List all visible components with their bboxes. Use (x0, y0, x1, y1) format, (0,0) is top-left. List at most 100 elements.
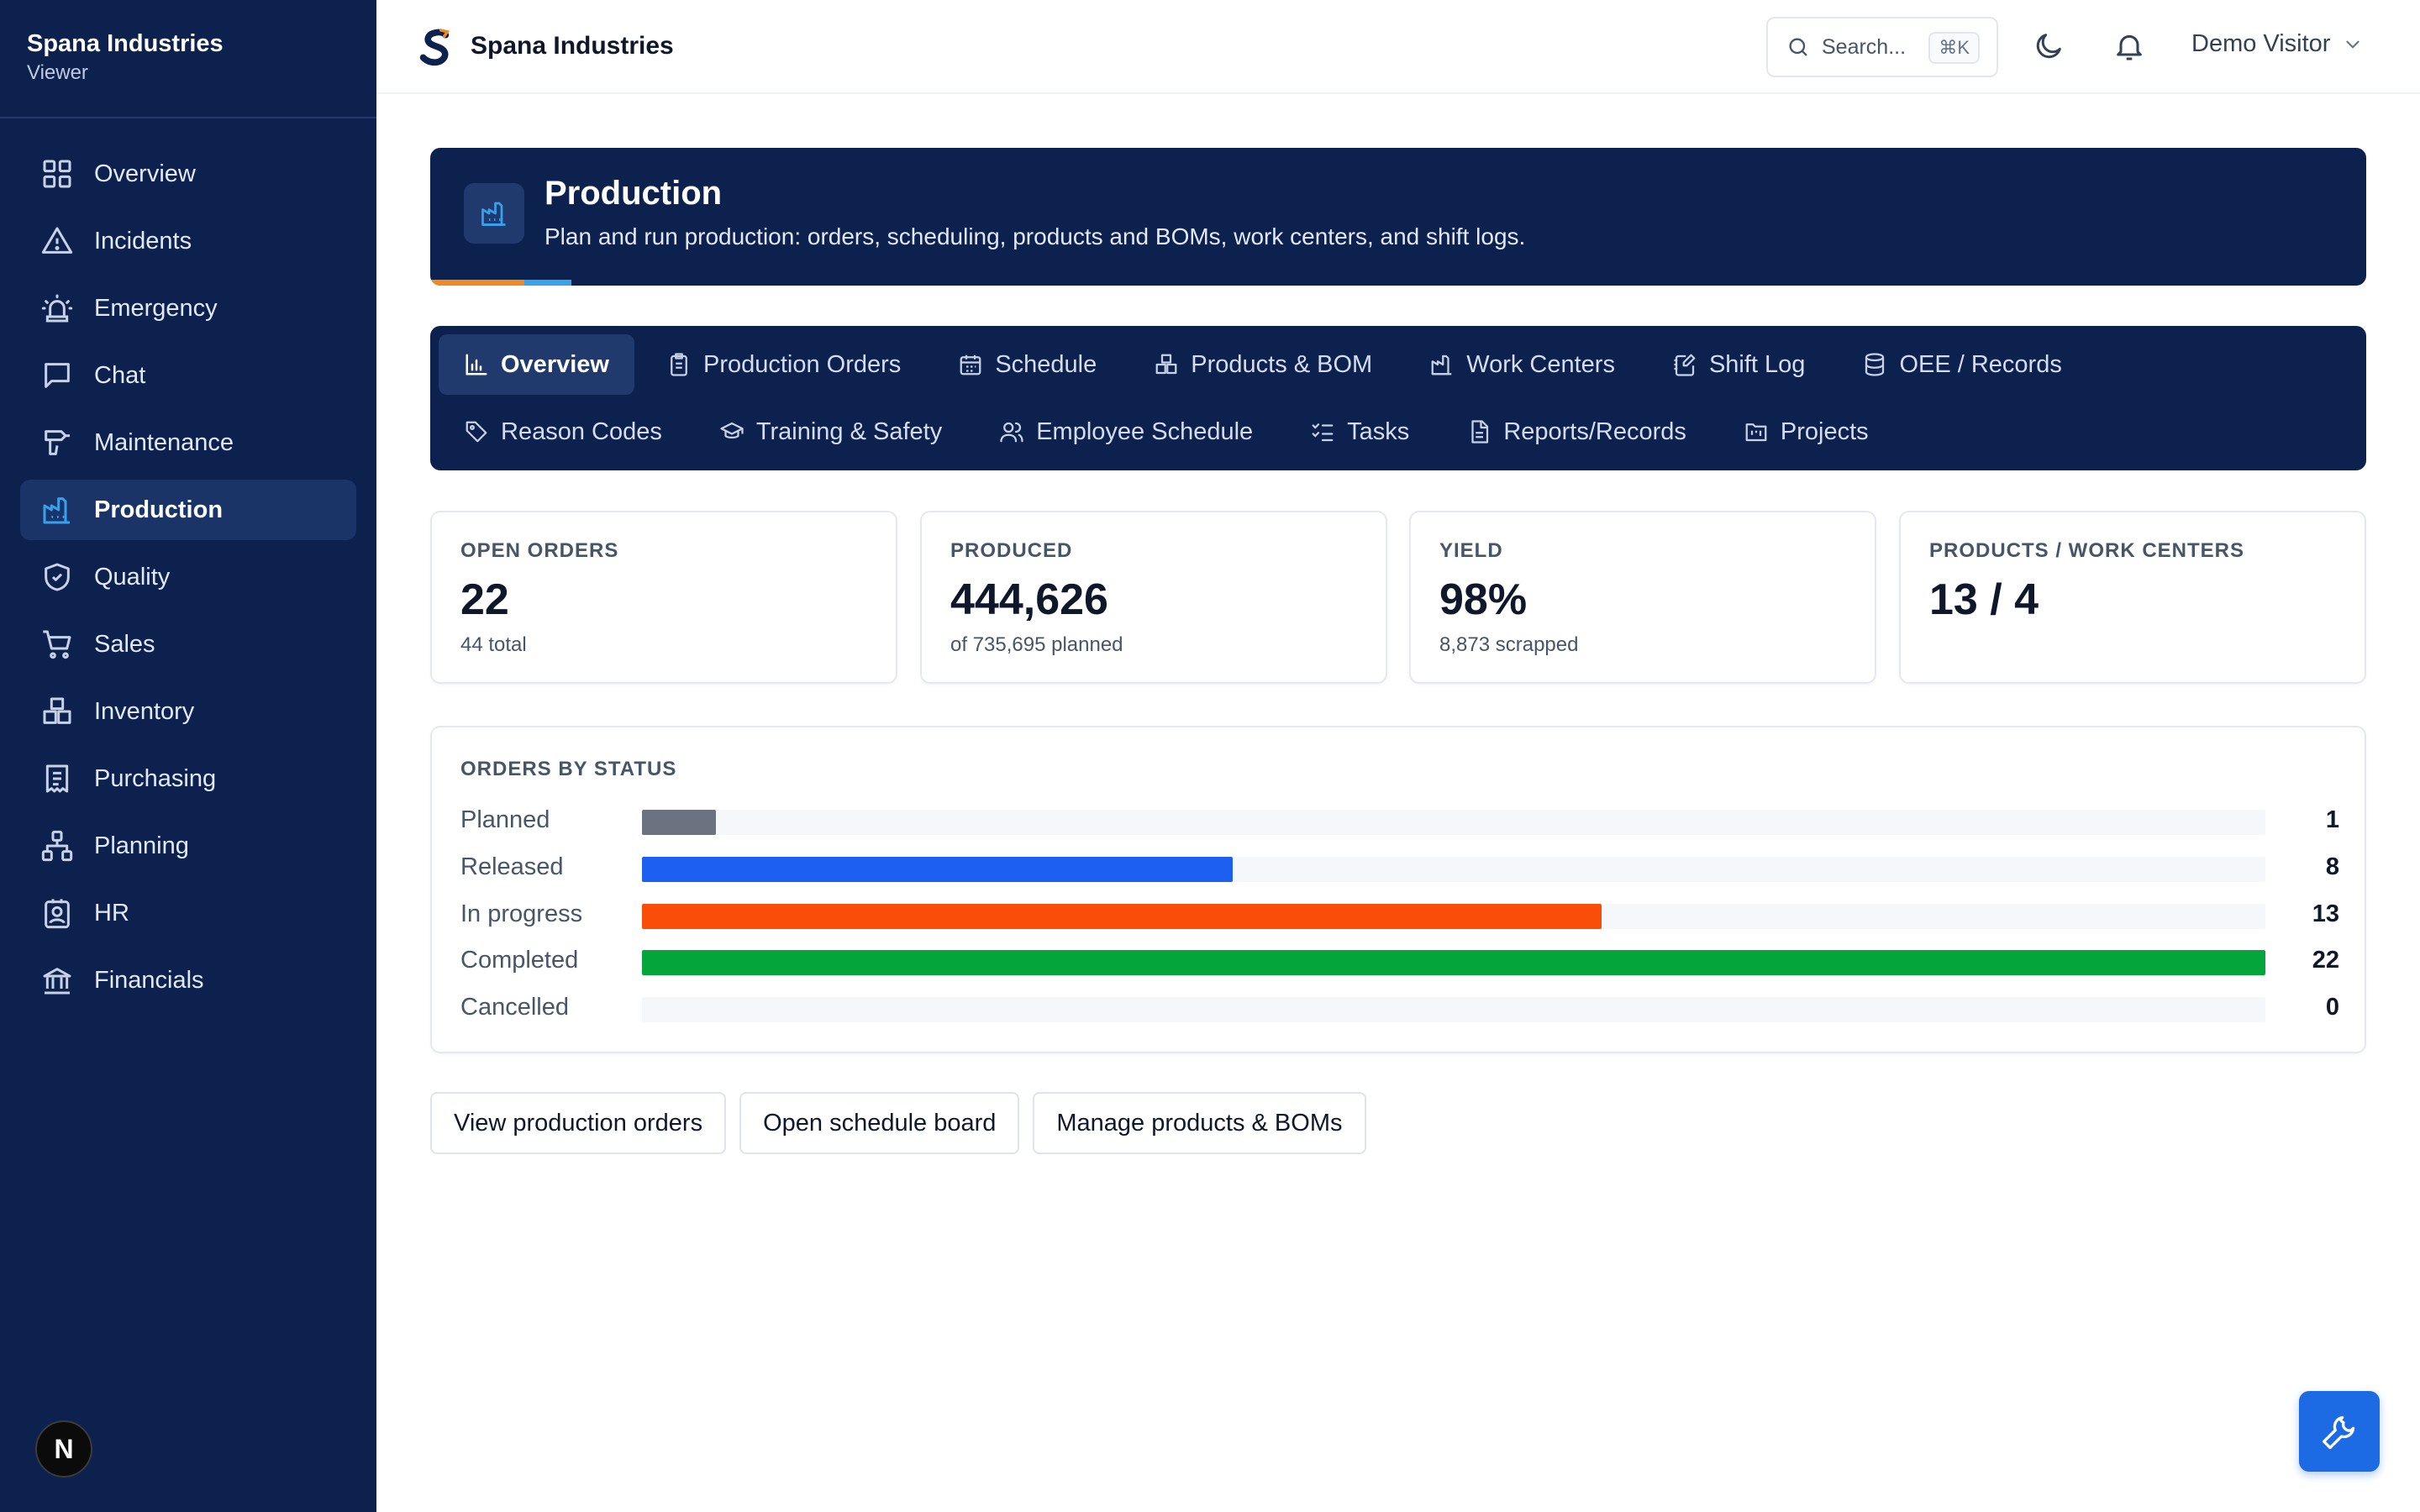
drill-icon (45, 430, 70, 455)
status-row-released: Released 8 (460, 852, 2339, 885)
sidebar-item-incidents[interactable]: Incidents (20, 211, 356, 271)
stat-sub: 44 total (460, 633, 527, 656)
status-count: 1 (2325, 806, 2339, 833)
tab-training-safety[interactable]: Training & Safety (694, 402, 967, 462)
bar-chart-icon (466, 354, 487, 375)
status-count: 0 (2325, 994, 2339, 1021)
tab-employee-schedule[interactable]: Employee Schedule (974, 402, 1278, 462)
production-tabs: Overview Production Orders Schedule Prod… (430, 326, 2366, 470)
status-bar-fill (642, 810, 716, 835)
topbar: Spana Industries Search... ⌘K Demo Visit… (376, 0, 2420, 94)
tab-products-bom[interactable]: Products & BOM (1128, 334, 1397, 395)
tab-reason-codes[interactable]: Reason Codes (439, 402, 687, 462)
search-input[interactable]: Search... ⌘K (1766, 17, 1998, 77)
sidebar-item-label: Financials (94, 966, 204, 994)
sidebar-item-label: Production (94, 496, 224, 523)
status-bar-track (642, 857, 2265, 882)
stat-card-products-work-centers: PRODUCTS / WORK CENTERS 13 / 4 (1899, 511, 2366, 684)
status-row-cancelled: Cancelled 0 (460, 992, 2339, 1026)
calendar-icon (960, 354, 981, 375)
status-bar-fill (642, 904, 1602, 929)
tab-shift-log[interactable]: Shift Log (1647, 334, 1830, 395)
status-bar-track (642, 904, 2265, 929)
tab-label: Training & Safety (755, 417, 943, 445)
tools-fab-button[interactable] (2299, 1391, 2380, 1472)
bell-icon[interactable] (2112, 29, 2146, 63)
company-logo-icon (419, 29, 450, 66)
status-row-in-progress: In progress 13 (460, 899, 2339, 932)
network-icon (41, 830, 73, 862)
shopping-cart-icon (43, 630, 71, 659)
status-bar-fill (642, 950, 2265, 975)
sidebar-nav: Overview Incidents Emergency Chat Mainte… (0, 118, 376, 1011)
status-label: Completed (460, 947, 579, 974)
sidebar-item-chat[interactable]: Chat (20, 345, 356, 406)
sidebar-item-inventory[interactable]: Inventory (20, 681, 356, 742)
factory-icon (43, 497, 70, 524)
tab-schedule[interactable]: Schedule (933, 334, 1122, 395)
sidebar-brand-name: Spana Industries (27, 30, 224, 57)
status-label: In progress (460, 900, 583, 927)
tab-label: Reports/Records (1503, 417, 1686, 445)
sidebar-item-overview[interactable]: Overview (20, 144, 356, 204)
sidebar-user-role: Viewer (27, 61, 88, 84)
sidebar-item-label: Purchasing (94, 764, 217, 792)
sidebar-item-production[interactable]: Production (20, 480, 356, 540)
sidebar-item-emergency[interactable]: Emergency (20, 278, 356, 339)
status-label: Released (460, 853, 564, 880)
stat-label: PRODUCTS / WORK CENTERS (1929, 539, 2245, 562)
tab-label: Overview (501, 350, 609, 378)
sidebar-item-financials[interactable]: Financials (20, 950, 356, 1011)
accent-stripe-orange (430, 280, 524, 286)
framework-badge[interactable]: N (35, 1420, 92, 1478)
status-row-planned: Planned 1 (460, 805, 2339, 838)
tag-icon (466, 421, 487, 443)
sidebar-item-purchasing[interactable]: Purchasing (20, 748, 356, 809)
sidebar-item-hr[interactable]: HR (20, 883, 356, 943)
sidebar-item-maintenance[interactable]: Maintenance (20, 412, 356, 473)
view-production-orders-button[interactable]: View production orders (430, 1092, 727, 1154)
stat-label: YIELD (1439, 539, 1503, 562)
tab-label: OEE / Records (1899, 350, 2062, 378)
status-count: 13 (2312, 900, 2339, 927)
tab-oee-records[interactable]: OEE / Records (1837, 334, 2086, 395)
list-checks-icon (1312, 423, 1334, 442)
user-menu[interactable]: Demo Visitor (2191, 30, 2364, 58)
tab-label: Products & BOM (1191, 350, 1373, 378)
tab-production-orders[interactable]: Production Orders (641, 334, 926, 395)
open-schedule-board-button[interactable]: Open schedule board (739, 1092, 1020, 1154)
tab-reports-records[interactable]: Reports/Records (1441, 402, 1712, 462)
sidebar-item-label: Maintenance (94, 428, 234, 456)
search-icon (1789, 38, 1807, 56)
stat-card-produced: PRODUCED 444,626 of 735,695 planned (920, 511, 1387, 684)
tab-tasks[interactable]: Tasks (1285, 402, 1434, 462)
sidebar-item-sales[interactable]: Sales (20, 614, 356, 675)
status-bar-track (642, 950, 2265, 975)
moon-icon[interactable] (2032, 29, 2065, 63)
sidebar-brand: Spana Industries Viewer (0, 0, 376, 118)
page-title: Production (544, 175, 723, 212)
company-name: Spana Industries (471, 32, 674, 60)
page-header: Production Plan and run production: orde… (430, 148, 2366, 286)
stat-card-open-orders: OPEN ORDERS 22 44 total (430, 511, 897, 684)
tab-work-centers[interactable]: Work Centers (1404, 334, 1640, 395)
status-label: Cancelled (460, 994, 569, 1021)
tab-label: Tasks (1347, 417, 1410, 445)
status-bar-fill (642, 857, 1233, 882)
bank-icon (43, 968, 71, 995)
stat-value: 22 (460, 575, 509, 624)
tab-label: Schedule (995, 350, 1097, 378)
sidebar-item-label: HR (94, 899, 129, 927)
database-icon (1865, 353, 1885, 376)
sidebar-item-label: Chat (94, 361, 146, 389)
status-label: Planned (460, 806, 550, 833)
sidebar-item-quality[interactable]: Quality (20, 547, 356, 607)
manage-products-boms-button[interactable]: Manage products & BOMs (1033, 1092, 1366, 1154)
stat-value: 444,626 (950, 575, 1108, 624)
sidebar-item-planning[interactable]: Planning (20, 816, 356, 876)
tab-overview[interactable]: Overview (439, 334, 634, 395)
sidebar-item-label: Incidents (94, 227, 192, 255)
chat-bubble-icon (45, 363, 70, 388)
tab-label: Reason Codes (501, 417, 662, 445)
tab-projects[interactable]: Projects (1718, 402, 1894, 462)
